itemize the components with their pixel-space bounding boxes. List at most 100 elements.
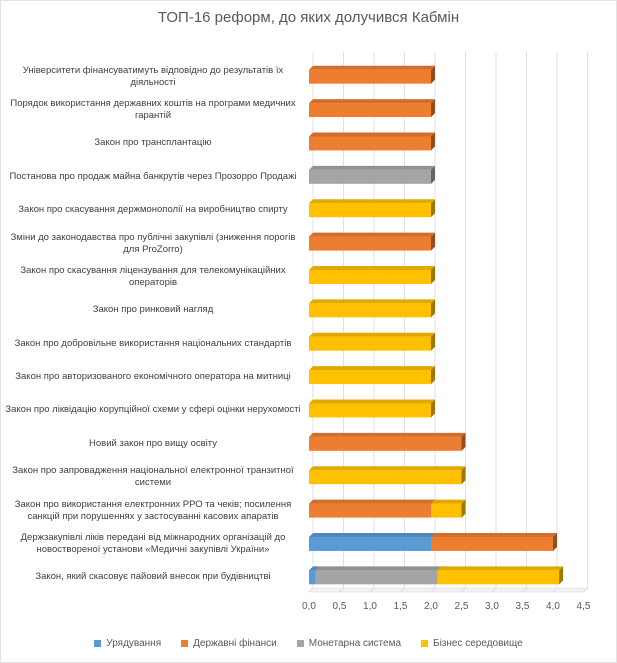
bar-segment xyxy=(309,336,431,351)
category-label: Закон, який скасовує пайовий внесок при … xyxy=(35,571,271,583)
legend-item: Державні фінанси xyxy=(181,638,277,649)
category-label: Постанова про продаж майна банкрутів чер… xyxy=(9,170,297,182)
legend-label: Урядування xyxy=(106,638,162,649)
bar-segment xyxy=(437,570,560,585)
category-label: Закон про трансплантацію xyxy=(94,137,212,149)
bar-side xyxy=(431,299,435,318)
gridline-floor xyxy=(308,587,314,593)
legend-label: Монетарна система xyxy=(308,638,402,649)
bar-side xyxy=(431,99,435,118)
x-tick-label: 1,5 xyxy=(394,601,408,612)
category-label: Порядок використання державних коштів на… xyxy=(10,98,296,122)
bar-side xyxy=(553,532,557,551)
gridline-floor xyxy=(339,587,344,593)
bar-side xyxy=(431,132,435,151)
gridline-floor xyxy=(491,587,497,593)
bar-top xyxy=(309,399,435,404)
bar-side xyxy=(431,332,435,351)
legend-label: Державні фінанси xyxy=(193,638,277,649)
bar-top xyxy=(309,499,435,504)
chart-floor xyxy=(308,587,589,593)
category-label: Закон про скасування держмонополії на ви… xyxy=(18,204,288,216)
gridline-floor xyxy=(400,587,405,593)
bar-top xyxy=(315,566,442,571)
legend-swatch xyxy=(181,640,189,647)
bar-side xyxy=(431,165,435,184)
legend-swatch xyxy=(94,640,102,647)
bar-top xyxy=(431,499,466,504)
bar-segment xyxy=(309,269,431,284)
bar-top xyxy=(309,532,435,537)
bar-segment xyxy=(309,169,431,184)
bar-segment xyxy=(309,570,316,585)
bar-top xyxy=(309,65,435,70)
x-tick-label: 4,0 xyxy=(546,601,560,612)
bar-side xyxy=(461,499,466,518)
chart-legend: Урядування Державні фінанси Монетарна сист… xyxy=(0,638,617,649)
bar-segment xyxy=(309,536,431,551)
x-tick-label: 2,5 xyxy=(455,601,469,612)
bar-top xyxy=(309,99,435,104)
bar-segment xyxy=(309,103,431,118)
bar-top xyxy=(309,265,435,270)
bar-side xyxy=(431,399,435,418)
gridline-floor xyxy=(369,587,375,593)
bar-segment xyxy=(309,470,462,485)
x-tick-label: 2,0 xyxy=(424,601,438,612)
x-tick-label: 4,5 xyxy=(577,601,591,612)
bar-segment xyxy=(309,436,462,451)
bar-top xyxy=(437,566,564,571)
bar-side xyxy=(431,265,435,284)
category-label: Університети фінансуватимуть відповідно … xyxy=(22,64,284,88)
x-tick-label: 0,5 xyxy=(333,601,347,612)
category-label: Держзакупівлі ліків передані від міжнаро… xyxy=(20,531,286,555)
gridline-floor xyxy=(552,587,558,593)
category-label: Закон про скасування ліцензування для те… xyxy=(20,264,286,288)
bar-side xyxy=(431,199,435,218)
bar-segment xyxy=(309,203,431,218)
bar-segment xyxy=(309,69,431,84)
gridline-floor xyxy=(583,587,588,593)
category-label: Закон про використання електронних РРО т… xyxy=(14,498,292,522)
bar-top xyxy=(309,232,435,237)
category-label: Закон про ліквідацію корупційної схеми у… xyxy=(5,404,301,416)
legend-swatch xyxy=(296,640,304,647)
legend-swatch xyxy=(421,640,429,647)
legend-item: Урядування xyxy=(94,638,161,649)
bar-top xyxy=(309,466,466,471)
category-label: Новий закон про вищу освіту xyxy=(89,437,217,449)
legend-item: Монетарна система xyxy=(296,638,402,649)
bar-side xyxy=(431,65,435,84)
chart-title: ТОП-16 реформ, до яких долучився Кабмін xyxy=(157,9,460,26)
bar-side xyxy=(431,232,435,251)
gridline-floor xyxy=(461,587,466,593)
category-label: Закон про добровільне використання націо… xyxy=(14,337,292,349)
bar-top xyxy=(309,199,435,204)
bar-segment xyxy=(309,236,431,251)
x-tick-label: 3,0 xyxy=(485,601,499,612)
x-tick-label: 1,0 xyxy=(363,601,377,612)
legend-label: Бізнес середовище xyxy=(433,638,523,649)
bar-side xyxy=(559,566,564,585)
category-label: Зміни до законодавства про публічні заку… xyxy=(10,231,296,255)
bar-top xyxy=(309,165,435,170)
bar-segment xyxy=(309,370,431,385)
gridline-floor xyxy=(522,587,527,593)
bar-segment xyxy=(309,403,431,418)
bar-top xyxy=(309,132,435,137)
bar-top xyxy=(309,299,435,304)
category-label: Закон про ринковий нагляд xyxy=(92,304,214,316)
legend-item: Бізнес середовище xyxy=(421,638,523,649)
bar-segment xyxy=(431,536,553,551)
category-label: Закон про запровадження національної еле… xyxy=(12,465,294,489)
bar-top xyxy=(431,532,557,537)
bar-side xyxy=(461,432,466,451)
bar-segment xyxy=(309,303,431,318)
bar-segment xyxy=(309,503,431,518)
bar-segment xyxy=(431,503,462,518)
bar-side xyxy=(461,466,466,485)
bar-top xyxy=(309,366,435,371)
bar-segment xyxy=(309,136,431,151)
